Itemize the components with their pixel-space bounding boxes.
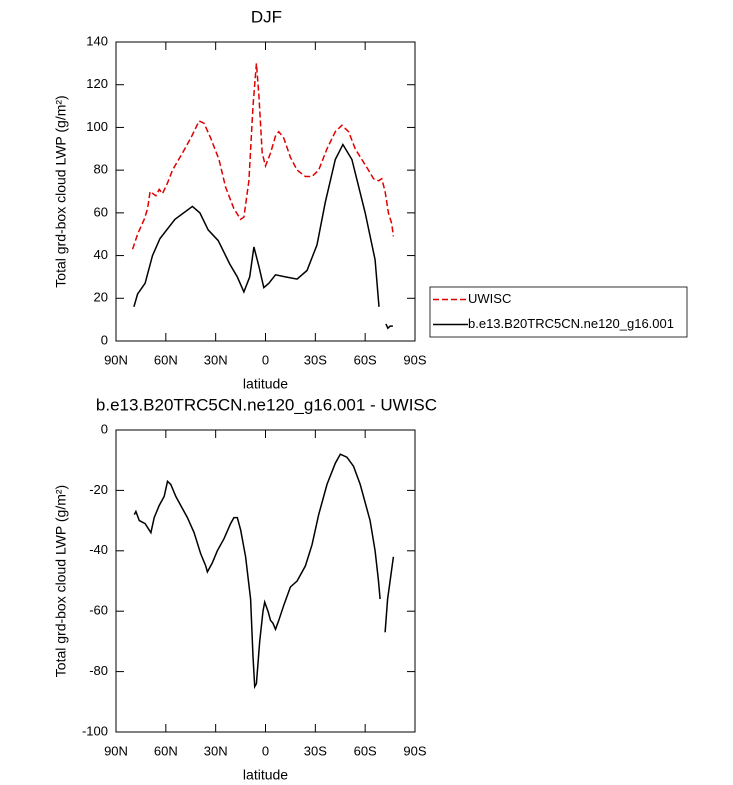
y-tick-label: 20 [94,290,108,305]
x-axis-label: latitude [243,767,288,783]
y-tick-label: 120 [86,76,108,91]
chart-title: DJF [251,7,282,26]
x-tick-label: 60N [154,743,178,758]
x-tick-label: 90S [403,743,426,758]
legend-box [429,286,688,338]
x-tick-label: 60N [154,352,178,367]
x-tick-label: 30N [204,743,228,758]
x-tick-label: 60S [354,743,377,758]
y-tick-label: 80 [94,162,108,177]
y-tick-label: -100 [82,723,108,738]
y-tick-label: 40 [94,247,108,262]
y-tick-label: 0 [101,421,108,436]
y-axis-label: Total grd-box cloud LWP (g/m²) [53,95,69,287]
x-tick-label: 60S [354,352,377,367]
data-line [133,142,393,330]
plot-frame [115,429,416,733]
y-tick-label: 140 [86,33,108,48]
x-tick-label: 30S [304,352,327,367]
y-tick-label: 0 [101,332,108,347]
data-line [131,63,395,250]
chart-title: b.e13.B20TRC5CN.ne120_g16.001 - UWISC [96,395,437,414]
y-tick-label: -40 [89,542,108,557]
y-tick-label: -60 [89,603,108,618]
x-tick-label: 0 [262,352,269,367]
data-line [133,453,395,690]
x-tick-label: 30S [304,743,327,758]
y-tick-label: -80 [89,663,108,678]
x-tick-label: 30N [204,352,228,367]
x-tick-label: 90S [403,352,426,367]
legend-label: UWISC [468,291,511,306]
x-tick-label: 90N [104,352,128,367]
y-tick-label: 60 [94,204,108,219]
x-tick-label: 90N [104,743,128,758]
y-axis-label: Total grd-box cloud LWP (g/m²) [53,485,69,677]
legend-label: b.e13.B20TRC5CN.ne120_g16.001 [468,316,674,331]
y-tick-label: 100 [86,119,108,134]
x-tick-label: 0 [262,743,269,758]
x-axis-label: latitude [243,376,288,392]
y-tick-label: -20 [89,482,108,497]
